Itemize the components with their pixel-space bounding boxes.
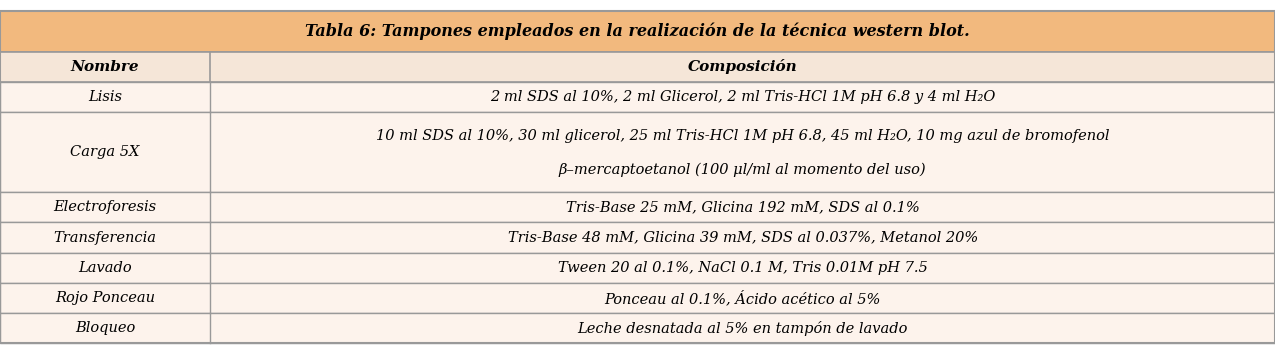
Text: Leche desnatada al 5% en tampón de lavado: Leche desnatada al 5% en tampón de lavad… — [578, 321, 908, 336]
Bar — [0, 11, 1275, 52]
Text: 2 ml SDS al 10%, 2 ml Glicerol, 2 ml Tris-HCl 1M pH 6.8 y 4 ml H₂O: 2 ml SDS al 10%, 2 ml Glicerol, 2 ml Tri… — [490, 90, 996, 104]
Text: Bloqueo: Bloqueo — [75, 321, 135, 335]
Bar — [0, 313, 1275, 343]
Text: Electroforesis: Electroforesis — [54, 200, 157, 214]
Text: Tris-Base 25 mM, Glicina 192 mM, SDS al 0.1%: Tris-Base 25 mM, Glicina 192 mM, SDS al … — [566, 200, 919, 214]
Text: Nombre: Nombre — [71, 60, 139, 74]
Text: Rojo Ponceau: Rojo Ponceau — [55, 291, 156, 305]
Bar — [0, 52, 1275, 82]
Bar — [0, 82, 1275, 112]
Text: Tris-Base 48 mM, Glicina 39 mM, SDS al 0.037%, Metanol 20%: Tris-Base 48 mM, Glicina 39 mM, SDS al 0… — [507, 230, 978, 245]
Text: Tween 20 al 0.1%, NaCl 0.1 M, Tris 0.01M pH 7.5: Tween 20 al 0.1%, NaCl 0.1 M, Tris 0.01M… — [558, 261, 927, 275]
Bar — [0, 222, 1275, 253]
Bar — [0, 192, 1275, 222]
Text: 10 ml SDS al 10%, 30 ml glicerol, 25 ml Tris-HCl 1M pH 6.8, 45 ml H₂O, 10 mg azu: 10 ml SDS al 10%, 30 ml glicerol, 25 ml … — [376, 129, 1109, 143]
Text: β–mercaptoetanol (100 μl/ml al momento del uso): β–mercaptoetanol (100 μl/ml al momento d… — [558, 162, 927, 177]
Bar — [0, 253, 1275, 283]
Bar — [0, 112, 1275, 192]
Text: Tabla 6: Tampones empleados en la realización de la técnica western blot.: Tabla 6: Tampones empleados en la realiz… — [305, 22, 970, 40]
Text: Ponceau al 0.1%, Ácido acético al 5%: Ponceau al 0.1%, Ácido acético al 5% — [604, 290, 881, 306]
Text: Composición: Composición — [687, 59, 798, 74]
Text: Transferencia: Transferencia — [54, 230, 157, 245]
Text: Lisis: Lisis — [88, 90, 122, 104]
Text: Lavado: Lavado — [78, 261, 133, 275]
Bar — [0, 283, 1275, 313]
Text: Carga 5X: Carga 5X — [70, 145, 140, 159]
